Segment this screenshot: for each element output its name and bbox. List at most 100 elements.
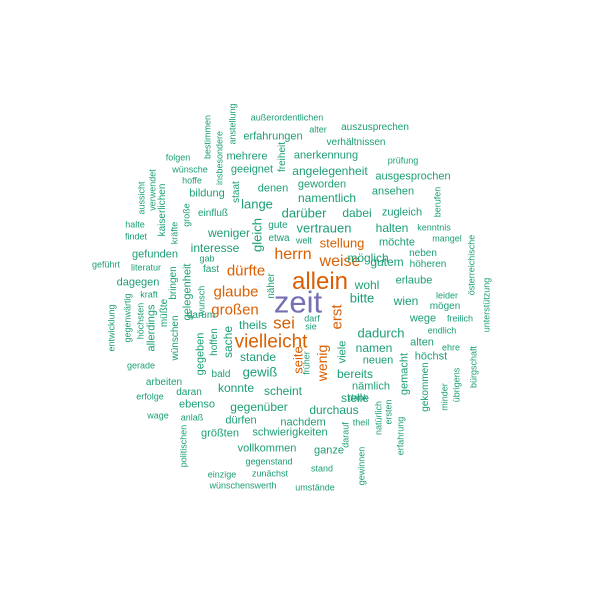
word-allerdings: allerdings [145, 304, 158, 352]
word-namen: namen [355, 341, 393, 355]
word-darum: darum [186, 310, 216, 321]
word-durchaus: durchaus [309, 403, 359, 417]
word-bereits: bereits [336, 367, 374, 381]
word-stellung: stellung [319, 235, 365, 251]
word-gegenstand: gegenstand [245, 456, 293, 467]
word-gemacht: gemacht [398, 352, 411, 396]
word-ebenso: ebenso [178, 398, 216, 411]
word-krafte: kräfte [169, 221, 180, 245]
word-berufen: berufen [432, 186, 443, 218]
word-erfahrung: erfahrung [395, 416, 406, 456]
word-kaiserlichen: kaiserlichen [157, 183, 168, 237]
word-moglich: möglich [347, 251, 389, 265]
word-verhaltnissen: verhältnissen [326, 137, 386, 148]
word-namentlich: namentlich [297, 191, 357, 205]
word-mangel: mangel [432, 233, 462, 244]
word-hochsten: höchsten [135, 302, 146, 340]
word-gewiss: gewiß [242, 364, 278, 380]
word-gutem: gutem [370, 255, 404, 269]
word-gekommen: gekommen [420, 362, 431, 412]
word-fast: fast [202, 264, 220, 275]
word-anerkennung: anerkennung [293, 149, 359, 162]
word-scheint: scheint [263, 384, 303, 398]
word-neben: neben [409, 248, 437, 259]
word-einfluss: einfluß [197, 208, 229, 219]
word-erst: erst [328, 304, 346, 330]
word-grosse: große [181, 203, 192, 227]
word-insbesondere: insbesondere [214, 130, 225, 186]
word-naturlich: natürlich [373, 400, 384, 436]
word-dabei: dabei [342, 206, 372, 220]
word-sache: sache [221, 325, 235, 359]
word-ausserordentlichen: außerordentlichen [250, 112, 324, 123]
word-gerade: gerade [126, 360, 156, 371]
word-anstellung: anstellung [227, 103, 238, 145]
word-erlaube: erlaube [395, 274, 433, 287]
word-dagegen: dagegen [116, 276, 160, 289]
word-ansehen: ansehen [371, 185, 415, 198]
word-bringen: bringen [168, 266, 179, 300]
word-theils: theils [238, 318, 268, 332]
word-daruber: darüber [281, 205, 327, 221]
word-umstande: umstände [295, 482, 335, 493]
word-wenig: wenig [314, 344, 330, 382]
word-durfte: dürfte [226, 262, 266, 280]
word-kenntnis: kenntnis [417, 222, 451, 233]
word-bestimmen: bestimmen [202, 114, 213, 160]
word-wege: wege [409, 312, 437, 325]
word-hochst: höchst [414, 350, 448, 363]
word-arbeiten: arbeiten [145, 377, 183, 388]
word-politischen: politischen [178, 424, 189, 468]
word-mehrere: mehrere [226, 150, 268, 163]
word-grossen: großen [211, 301, 259, 319]
word-interesse: interesse [190, 241, 240, 255]
word-gegenwartig: gegenwärtig [122, 293, 133, 343]
word-ersten: ersten [383, 399, 394, 425]
word-theil: theil [352, 417, 370, 428]
word-glaube: glaube [213, 283, 259, 301]
word-osterreichische: österreichische [466, 234, 477, 296]
word-halte: halte [125, 219, 145, 230]
word-dank: dank [348, 392, 368, 403]
word-stand: stand [310, 463, 334, 474]
word-wunsche: wünsche [172, 164, 208, 175]
word-nachdem: nachdem [280, 416, 326, 429]
word-wage: wage [147, 410, 169, 421]
word-durfen: dürfen [225, 414, 257, 427]
word-zunachst: zunächst [251, 468, 289, 479]
word-wohl: wohl [354, 278, 380, 292]
word-unterstutzung: unterstützung [481, 277, 492, 333]
word-entwicklung: entwicklung [106, 304, 117, 352]
word-neuen: neuen [362, 354, 394, 367]
word-dadurch: dadurch [357, 325, 405, 341]
word-burgschaft: bürgschaft [468, 345, 479, 389]
word-wunschenswerth: wünschenswerth [209, 480, 277, 491]
word-alter: alter [309, 124, 327, 135]
word-allein: allein [291, 268, 349, 295]
word-gefunden: gefunden [132, 248, 178, 261]
word-stande: stande [239, 350, 277, 364]
word-minder: minder [439, 383, 450, 411]
word-freilich: freilich [446, 313, 474, 324]
word-daran: daran [176, 387, 202, 398]
word-kraft: kraft [140, 289, 158, 300]
word-schwierigkeiten: schwierigkeiten [252, 426, 328, 439]
word-geeignet: geeignet [230, 163, 274, 176]
word-gab: gab [199, 253, 215, 264]
word-etwa: etwa [268, 233, 290, 244]
word-erfahrungen: erfahrungen [243, 130, 303, 143]
word-zeit: zeit [273, 284, 323, 320]
word-gegeben: gegeben [194, 332, 207, 376]
word-lange: lange [241, 196, 273, 212]
word-vielleicht: vielleicht [234, 331, 308, 353]
word-weise: weise [319, 253, 361, 270]
word-auszusprechen: auszusprechen [341, 122, 409, 133]
word-naher: näher [266, 273, 277, 299]
word-erfolge: erfolge [136, 391, 164, 402]
word-fruher: früher [301, 351, 312, 375]
word-grossten: größten [201, 427, 239, 440]
word-folgen: folgen [165, 152, 191, 163]
word-herrn: herrn [274, 246, 312, 263]
word-welt: welt [295, 235, 313, 246]
